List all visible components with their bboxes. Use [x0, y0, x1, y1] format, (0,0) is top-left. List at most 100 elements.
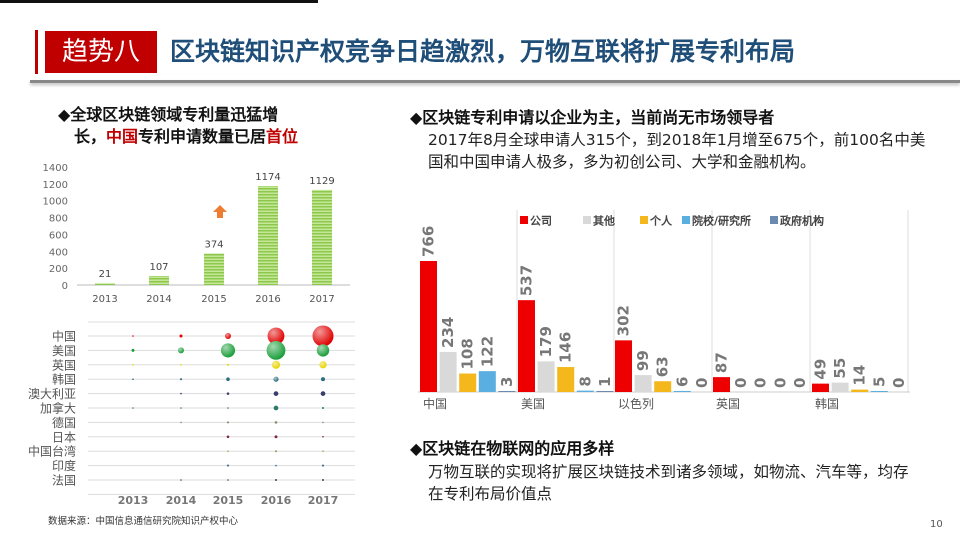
bar-中国-政府机构 [498, 391, 516, 392]
right-paragraph-2: 万物互联的实现将扩展区块链技术到诸多领域，如物流、汽车等，均存在专利布局价值点 [428, 463, 909, 503]
bubble-英国-2013 [132, 364, 134, 366]
x-tick-label: 2014 [166, 494, 197, 507]
bar-以色列-公司 [615, 340, 632, 392]
bar-2013 [95, 283, 115, 285]
bubble-中国-2014 [179, 334, 183, 338]
trend-tag: 趋势八 [45, 31, 157, 73]
x-tick-label: 2014 [146, 294, 171, 305]
bubble-德国-2017 [322, 421, 324, 424]
x-tick-label: 2013 [118, 494, 149, 507]
bubble-法国-2015 [227, 479, 229, 481]
bubble-法国-2014 [180, 479, 182, 481]
up-arrow-icon [213, 205, 227, 218]
bubble-印度-2016 [275, 464, 277, 467]
x-tick-label: 2015 [213, 494, 244, 507]
row-label: 印度 [52, 458, 76, 473]
x-tick-label: 2016 [261, 494, 292, 507]
legend-swatch [770, 216, 778, 224]
heading-text: 长， [74, 127, 107, 146]
bubble-韩国-2017 [320, 377, 326, 382]
row-label: 德国 [52, 415, 76, 430]
bubble-韩国-2014 [179, 378, 183, 381]
bubble-法国-2016 [274, 478, 278, 482]
data-label: 21 [99, 269, 112, 280]
bar-中国-公司 [420, 261, 437, 392]
data-label: 0 [791, 378, 809, 388]
x-tick-label: 2015 [201, 294, 226, 305]
bubble-日本-2017 [322, 436, 324, 438]
left-heading-line2: 长，中国专利申请数量已居首位 [58, 126, 358, 148]
data-label: 1 [596, 377, 614, 387]
bar-2014 [149, 275, 169, 285]
left-heading: ◆全球区块链领域专利量迅猛增 长，中国专利申请数量已居首位 [58, 104, 358, 148]
bubble-澳大利亚-2014 [180, 392, 182, 395]
highlight-china: 中国 [106, 127, 139, 146]
legend-label: 院校/研究所 [692, 214, 751, 228]
bubble-德国-2014 [180, 421, 182, 424]
bar-韩国-院校/研究所 [870, 391, 888, 392]
data-label: 0 [771, 378, 789, 388]
category-label: 以色列 [618, 397, 654, 411]
legend-swatch [583, 216, 591, 224]
legend-swatch [682, 216, 690, 224]
data-label: 122 [478, 336, 496, 367]
y-tick-label: 1200 [43, 180, 68, 191]
y-tick-label: 400 [49, 247, 68, 258]
bubble-澳大利亚-2017 [320, 391, 326, 396]
bar-2016 [258, 186, 278, 285]
legend-label: 个人 [649, 214, 673, 228]
row-label: 加拿大 [40, 401, 76, 416]
bubble-加拿大-2013 [132, 407, 134, 409]
y-tick-label: 200 [49, 264, 68, 275]
data-label: 1129 [309, 176, 334, 187]
legend-swatch [640, 216, 648, 224]
data-label: 234 [439, 317, 457, 348]
row-label: 韩国 [52, 372, 76, 387]
bubble-中国台湾-2015 [227, 450, 229, 452]
page-number: 10 [930, 519, 943, 530]
bar-美国-政府机构 [596, 391, 614, 392]
bar-以色列-其他 [634, 375, 652, 392]
data-label: 14 [851, 365, 869, 386]
y-tick-label: 800 [49, 214, 68, 225]
y-tick-label: 600 [49, 230, 68, 241]
bubble-highlight [267, 327, 285, 345]
bubble-加拿大-2015 [227, 407, 229, 409]
bubble-日本-2016 [274, 435, 278, 439]
bubble-中国-2013 [132, 335, 134, 337]
left-heading-line1: ◆全球区块链领域专利量迅猛增 [58, 105, 279, 124]
bar-美国-公司 [518, 300, 535, 392]
data-label: 8 [576, 376, 594, 386]
bubble-highlight [178, 347, 184, 354]
heading-text: 专利申请数量已居 [138, 127, 267, 146]
data-label: 179 [537, 326, 555, 357]
bubble-英国-2015 [226, 363, 230, 366]
data-label: 766 [420, 226, 438, 257]
bubble-highlight [273, 376, 279, 382]
slide-title: 区块链知识产权竞争日趋激烈，万物互联将扩展专利布局 [170, 37, 796, 66]
bubble-highlight [266, 341, 286, 360]
category-label: 韩国 [815, 396, 839, 411]
bubble-中国台湾-2016 [274, 450, 278, 453]
bar-韩国-个人 [851, 389, 869, 392]
data-label: 87 [713, 352, 731, 373]
data-label: 107 [149, 262, 168, 273]
y-tick-label: 0 [62, 281, 68, 292]
right-heading-2: ◆区块链在物联网的应用多样 [410, 439, 615, 458]
data-label: 537 [518, 265, 536, 296]
bubble-highlight [319, 361, 327, 369]
bubble-highlight [220, 343, 236, 358]
row-label: 日本 [52, 430, 76, 444]
legend-label: 公司 [530, 215, 552, 228]
legend-label: 其他 [593, 214, 615, 228]
row-label: 中国台湾 [28, 444, 76, 459]
highlight-first: 首位 [266, 127, 299, 146]
patent-count-bar-chart: 0 200 400 600 800 1000 1200 1400 21 2013 107 2014 37… [43, 163, 350, 305]
x-tick-label: 2017 [309, 294, 334, 305]
data-source: 数据来源：中国信息通信研究院知识产权中心 [48, 516, 239, 527]
bubble-德国-2015 [226, 421, 230, 424]
bubble-加拿大-2014 [180, 407, 182, 409]
data-label: 0 [693, 378, 711, 388]
bar-美国-其他 [537, 361, 555, 392]
bar-中国-个人 [459, 373, 477, 392]
